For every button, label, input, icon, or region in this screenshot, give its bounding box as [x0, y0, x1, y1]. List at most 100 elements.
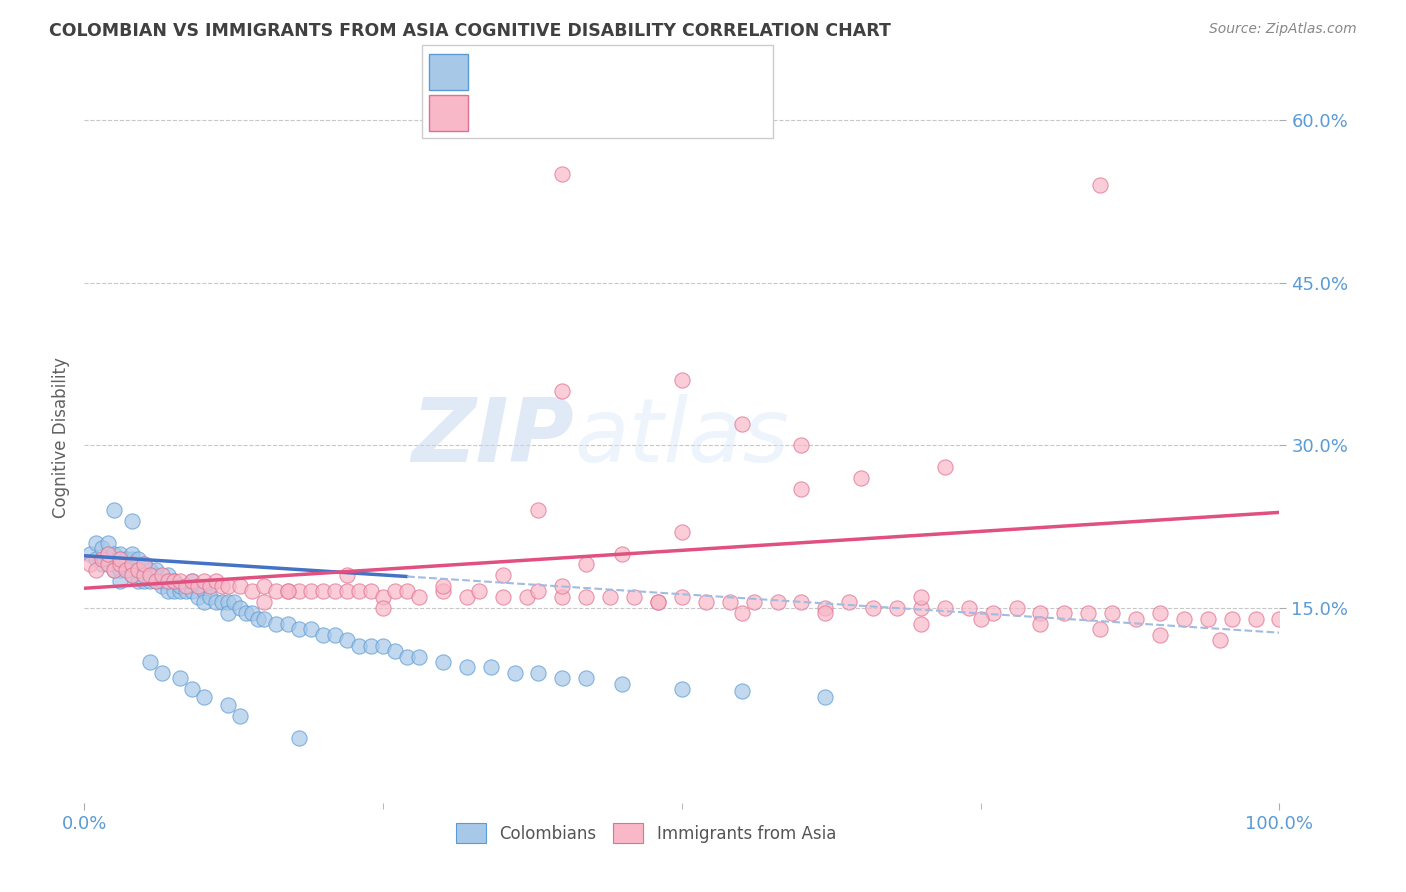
Point: [86, 535, 108, 549]
Point: [671, 590, 693, 604]
Point: [277, 584, 299, 599]
Point: [253, 611, 276, 625]
Point: [110, 552, 132, 566]
Point: [91, 552, 114, 566]
Point: [181, 681, 204, 696]
Point: [211, 595, 233, 609]
Point: [253, 579, 276, 593]
Point: [150, 568, 173, 582]
Point: [97, 552, 120, 566]
Point: [373, 639, 395, 653]
Point: [145, 574, 167, 588]
Point: [229, 579, 252, 593]
Point: [1029, 606, 1052, 620]
Point: [1090, 623, 1112, 637]
Point: [814, 690, 837, 704]
Point: [139, 568, 162, 582]
Point: [575, 558, 598, 572]
Point: [121, 563, 143, 577]
Point: [551, 579, 574, 593]
Point: [886, 600, 908, 615]
Point: [229, 709, 252, 723]
Point: [766, 595, 789, 609]
Point: [1149, 628, 1171, 642]
Point: [408, 649, 430, 664]
Point: [121, 514, 143, 528]
Text: 109: 109: [633, 109, 662, 127]
Point: [145, 568, 167, 582]
Point: [217, 595, 239, 609]
Point: [373, 600, 395, 615]
Point: [79, 558, 101, 572]
Point: [731, 684, 754, 698]
Point: [187, 590, 209, 604]
Point: [121, 568, 143, 582]
Point: [174, 579, 197, 593]
Point: [145, 574, 167, 588]
Point: [301, 584, 323, 599]
Point: [349, 639, 371, 653]
Text: N =: N =: [595, 109, 624, 127]
Point: [671, 373, 693, 387]
Point: [127, 563, 149, 577]
Point: [336, 584, 359, 599]
Point: [132, 558, 156, 572]
Point: [516, 590, 538, 604]
Point: [647, 595, 669, 609]
Point: [288, 731, 311, 745]
Point: [695, 595, 717, 609]
Point: [217, 579, 239, 593]
Point: [193, 595, 215, 609]
Point: [103, 558, 125, 572]
Point: [718, 595, 741, 609]
Point: [408, 590, 430, 604]
Point: [1005, 600, 1028, 615]
Point: [623, 590, 645, 604]
Point: [198, 590, 221, 604]
Point: [205, 595, 228, 609]
Point: [145, 563, 167, 577]
Point: [157, 574, 180, 588]
Point: [127, 563, 149, 577]
Point: [246, 611, 269, 625]
Point: [103, 563, 125, 577]
Text: 0.174: 0.174: [517, 109, 588, 127]
Point: [217, 606, 239, 620]
Point: [671, 524, 693, 539]
Text: R =: R =: [479, 109, 519, 127]
Point: [157, 568, 180, 582]
Point: [169, 671, 191, 685]
Point: [181, 584, 204, 599]
Point: [814, 600, 837, 615]
Point: [150, 574, 173, 588]
Point: [193, 584, 215, 599]
Point: [217, 698, 239, 713]
Point: [360, 639, 382, 653]
Point: [551, 384, 574, 398]
Point: [373, 590, 395, 604]
Point: [910, 590, 932, 604]
Point: [264, 584, 287, 599]
Point: [97, 535, 120, 549]
Point: [790, 482, 813, 496]
Point: [934, 459, 956, 474]
Point: [527, 665, 550, 680]
Point: [229, 600, 252, 615]
Point: [599, 590, 621, 604]
Point: [163, 574, 186, 588]
Point: [551, 671, 574, 685]
Point: [169, 579, 191, 593]
Point: [934, 600, 956, 615]
Text: N=: N=: [595, 62, 614, 79]
Point: [91, 558, 114, 572]
Point: [91, 541, 114, 556]
Point: [110, 563, 132, 577]
Point: [181, 574, 204, 588]
Point: [86, 552, 108, 566]
Point: [97, 547, 120, 561]
Point: [325, 628, 347, 642]
Point: [492, 568, 515, 582]
Point: [193, 574, 215, 588]
Point: [150, 579, 173, 593]
Point: [814, 606, 837, 620]
